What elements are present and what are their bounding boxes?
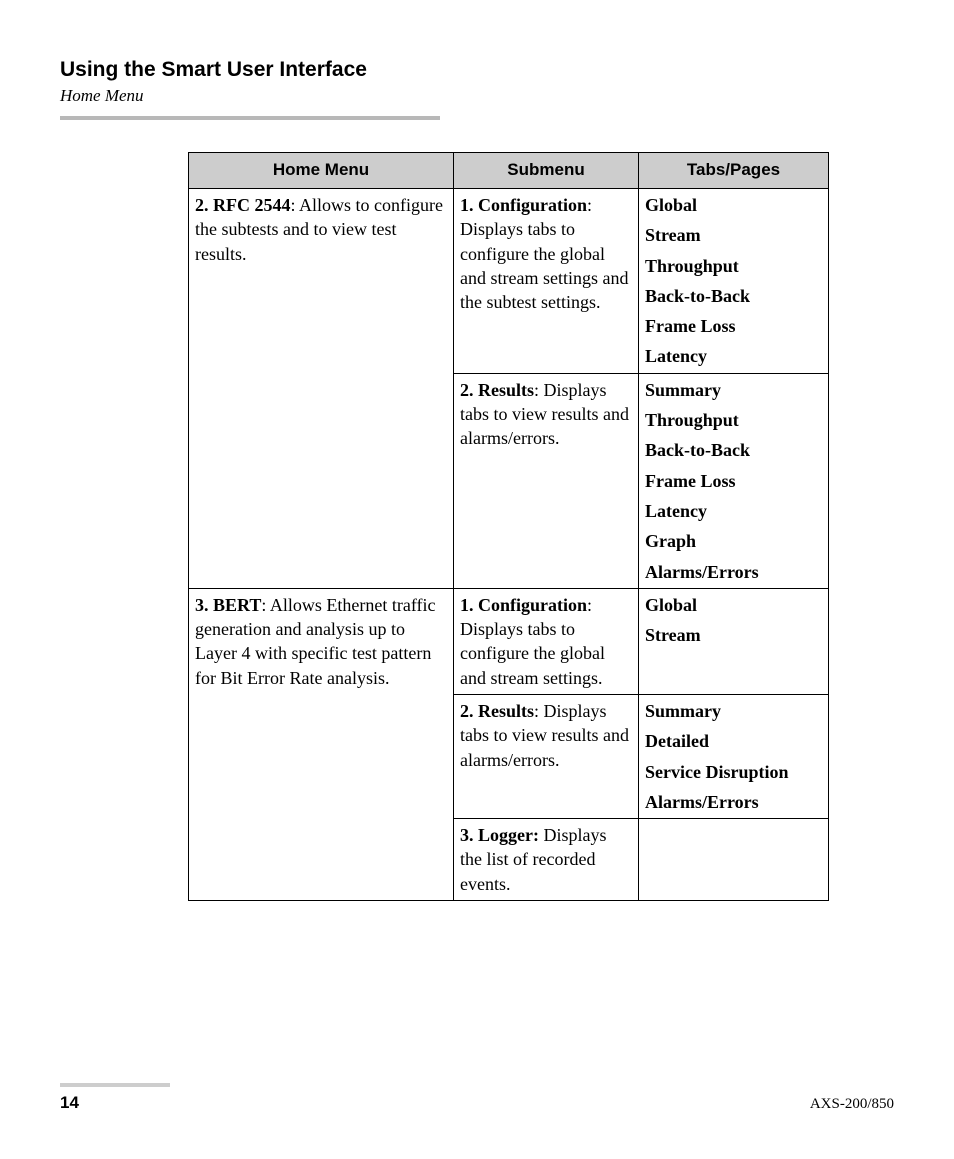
tabs-list: Summary Throughput Back-to-Back Frame Lo… (645, 378, 822, 584)
tab-item: Alarms/Errors (645, 560, 822, 584)
tab-item: Latency (645, 499, 822, 523)
tab-item: Alarms/Errors (645, 790, 822, 814)
tab-item: Stream (645, 623, 822, 647)
submenu-label: 1. Configuration (460, 195, 587, 215)
tabs-cell: Summary Throughput Back-to-Back Frame Lo… (639, 373, 829, 588)
tabs-cell: Global Stream (639, 588, 829, 694)
footer-rule (60, 1083, 170, 1087)
tab-item: Graph (645, 529, 822, 553)
tab-item: Back-to-Back (645, 438, 822, 462)
tab-item: Global (645, 193, 822, 217)
tabs-cell (639, 819, 829, 901)
submenu-label: 2. Results (460, 701, 534, 721)
home-menu-cell: 3. BERT: Allows Ethernet traffic generat… (189, 588, 454, 900)
submenu-cell: 2. Results: Displays tabs to view result… (454, 694, 639, 818)
footer-row: 14 AXS-200/850 (60, 1093, 894, 1113)
tab-item: Summary (645, 699, 822, 723)
submenu-cell: 1. Configuration: Displays tabs to confi… (454, 188, 639, 373)
col-header-tabs: Tabs/Pages (639, 153, 829, 189)
tabs-list: Global Stream (645, 593, 822, 648)
section-title: Using the Smart User Interface (60, 58, 894, 82)
submenu-label: 2. Results (460, 380, 534, 400)
footer-model: AXS-200/850 (810, 1096, 894, 1113)
tab-item: Frame Loss (645, 314, 822, 338)
col-header-home: Home Menu (189, 153, 454, 189)
tabs-list: Global Stream Throughput Back-to-Back Fr… (645, 193, 822, 369)
table-row: 2. RFC 2544: Allows to configure the sub… (189, 188, 829, 373)
tab-item: Throughput (645, 408, 822, 432)
tab-item: Global (645, 593, 822, 617)
tab-item: Summary (645, 378, 822, 402)
tab-item: Throughput (645, 254, 822, 278)
home-label: 2. RFC 2544 (195, 195, 291, 215)
tab-item: Stream (645, 223, 822, 247)
tabs-cell: Summary Detailed Service Disruption Alar… (639, 694, 829, 818)
page: Using the Smart User Interface Home Menu… (0, 0, 954, 1159)
page-footer: 14 AXS-200/850 (60, 1083, 894, 1113)
submenu-cell: 3. Logger: Displays the list of recorded… (454, 819, 639, 901)
page-number: 14 (60, 1093, 79, 1113)
table-row: 3. BERT: Allows Ethernet traffic generat… (189, 588, 829, 694)
tab-item: Latency (645, 344, 822, 368)
submenu-cell: 1. Configuration: Displays tabs to confi… (454, 588, 639, 694)
tab-item: Frame Loss (645, 469, 822, 493)
page-header: Using the Smart User Interface Home Menu (60, 58, 894, 120)
home-menu-cell: 2. RFC 2544: Allows to configure the sub… (189, 188, 454, 588)
tabs-list: Summary Detailed Service Disruption Alar… (645, 699, 822, 814)
header-rule (60, 116, 440, 120)
tab-item: Back-to-Back (645, 284, 822, 308)
submenu-cell: 2. Results: Displays tabs to view result… (454, 373, 639, 588)
menu-table: Home Menu Submenu Tabs/Pages 2. RFC 2544… (188, 152, 829, 901)
table-header-row: Home Menu Submenu Tabs/Pages (189, 153, 829, 189)
submenu-label: 3. Logger: (460, 825, 539, 845)
tab-item: Service Disruption (645, 760, 822, 784)
section-subtitle: Home Menu (60, 86, 894, 106)
home-label: 3. BERT (195, 595, 261, 615)
tabs-cell: Global Stream Throughput Back-to-Back Fr… (639, 188, 829, 373)
col-header-submenu: Submenu (454, 153, 639, 189)
tab-item: Detailed (645, 729, 822, 753)
submenu-label: 1. Configuration (460, 595, 587, 615)
